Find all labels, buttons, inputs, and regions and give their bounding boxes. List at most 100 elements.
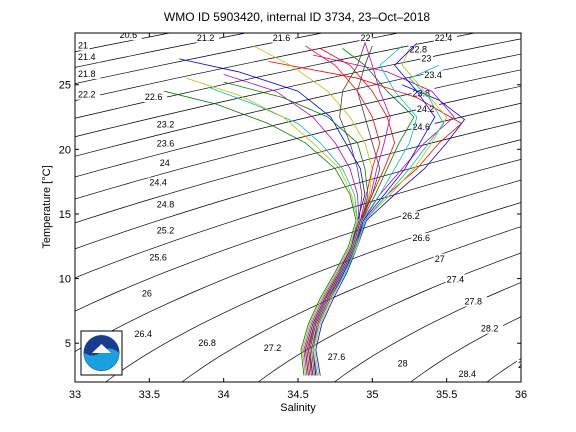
density-contour-4 bbox=[75, 33, 475, 119]
y-tick-label-4: 25 bbox=[59, 80, 71, 92]
density-contour-14 bbox=[105, 202, 521, 382]
chart-title: WMO ID 5903420, internal ID 3734, 23–Oct… bbox=[164, 10, 430, 24]
contour-label-1: 21 bbox=[78, 41, 88, 51]
contour-label-22: 25.6 bbox=[149, 252, 167, 262]
contour-label-bg-29 bbox=[262, 342, 287, 353]
contour-label-27: 26.8 bbox=[198, 338, 216, 348]
y-tick-label-0: 5 bbox=[65, 338, 71, 350]
contour-label-bg-31 bbox=[326, 352, 350, 363]
contour-label-bg-32 bbox=[463, 296, 487, 307]
contour-label-26: 26.6 bbox=[412, 233, 430, 243]
contour-label-23: 26 bbox=[142, 289, 152, 299]
contour-label-31: 27.6 bbox=[328, 352, 346, 362]
density-contour-8 bbox=[75, 85, 521, 200]
y-tick-label-2: 15 bbox=[59, 209, 71, 221]
contour-label-bg-34 bbox=[479, 323, 504, 334]
contour-label-bg-0 bbox=[118, 33, 142, 41]
contour-label-9: 22.6 bbox=[145, 92, 163, 102]
density-contour-13 bbox=[75, 179, 521, 353]
contour-label-bg-19 bbox=[411, 121, 435, 132]
contour-label-29: 27.2 bbox=[264, 343, 282, 353]
contour-label-4: 22.2 bbox=[78, 90, 96, 100]
profile-line-7 bbox=[315, 84, 466, 376]
density-contour-11 bbox=[75, 139, 521, 279]
contour-label-bg-27 bbox=[197, 337, 221, 348]
density-contour-16 bbox=[257, 252, 521, 382]
contour-label-bg-20 bbox=[155, 199, 179, 210]
contour-label-24: 26.2 bbox=[402, 211, 420, 221]
profile-line-19 bbox=[186, 77, 358, 376]
contour-label-11: 23 bbox=[421, 53, 431, 63]
contour-label-bg-1 bbox=[76, 40, 90, 51]
contour-label-3: 21.8 bbox=[78, 69, 96, 79]
profile-lines bbox=[164, 41, 466, 376]
density-contour-15 bbox=[181, 226, 521, 382]
profile-line-18 bbox=[307, 41, 391, 376]
y-tick-label-1: 10 bbox=[59, 274, 71, 286]
density-contour-10 bbox=[75, 120, 521, 250]
contour-label-2: 21.4 bbox=[78, 52, 96, 62]
contour-label-7: 22 bbox=[360, 33, 370, 43]
density-contour-12 bbox=[75, 158, 521, 312]
contour-label-bg-11 bbox=[420, 53, 433, 64]
density-contour-17 bbox=[334, 282, 521, 382]
density-contour-3 bbox=[75, 33, 399, 101]
contour-label-bg-4 bbox=[76, 89, 101, 100]
contour-label-bg-18 bbox=[148, 177, 172, 188]
y-tick-label-3: 20 bbox=[59, 144, 71, 156]
x-tick-label-3: 34.5 bbox=[287, 389, 308, 401]
contour-label-33: 28 bbox=[398, 358, 408, 368]
contour-label-bg-8 bbox=[433, 33, 457, 43]
contour-label-34: 28.2 bbox=[481, 324, 499, 334]
contour-label-bg-14 bbox=[155, 138, 179, 149]
contour-label-bg-3 bbox=[76, 68, 101, 79]
contour-label-0: 20.6 bbox=[120, 30, 138, 40]
x-tick-label-6: 36 bbox=[515, 389, 527, 401]
contour-label-bg-36 bbox=[517, 359, 521, 370]
contour-label-15: 23.8 bbox=[412, 88, 430, 98]
density-contour-9 bbox=[75, 102, 521, 224]
contour-label-bg-33 bbox=[396, 358, 410, 369]
y-axis-ticks: 5 10 15 20 25 bbox=[59, 80, 521, 350]
contour-label-bg-16 bbox=[158, 158, 172, 169]
density-contour-18 bbox=[410, 316, 521, 382]
contour-label-bg-17 bbox=[415, 103, 440, 114]
contour-label-bg-7 bbox=[359, 33, 373, 43]
x-axis-label: Salinity bbox=[280, 402, 316, 414]
contour-label-bg-12 bbox=[155, 119, 179, 130]
x-tick-label-5: 35.5 bbox=[436, 389, 457, 401]
contour-label-32: 27.8 bbox=[465, 296, 483, 306]
contour-label-20: 24.8 bbox=[157, 200, 175, 210]
contour-label-bg-26 bbox=[411, 233, 435, 244]
density-contour-6 bbox=[75, 53, 521, 157]
profile-line-12 bbox=[313, 48, 448, 376]
contour-label-8: 22.4 bbox=[435, 33, 453, 43]
contour-label-bg-6 bbox=[271, 33, 295, 43]
contour-label-bg-2 bbox=[76, 52, 101, 63]
contour-label-12: 23.2 bbox=[157, 119, 175, 129]
contour-label-10: 22.8 bbox=[410, 44, 428, 54]
contour-label-36: 28.6 bbox=[518, 360, 536, 370]
contour-label-bg-25 bbox=[133, 328, 157, 339]
x-tick-label-1: 33.5 bbox=[139, 389, 160, 401]
profile-line-13 bbox=[304, 43, 366, 376]
contour-label-6: 21.6 bbox=[273, 33, 291, 43]
y-axis-label: Temperature [°C] bbox=[41, 165, 53, 248]
contour-label-bg-22 bbox=[148, 252, 172, 263]
x-axis-ticks: 33 33.5 34 34.5 35 35.5 36 bbox=[69, 33, 527, 401]
noaa-logo bbox=[80, 330, 123, 376]
contour-label-bg-13 bbox=[423, 70, 447, 81]
contour-label-bg-24 bbox=[401, 211, 425, 222]
profile-line-9 bbox=[310, 48, 396, 376]
x-tick-label-2: 34 bbox=[218, 389, 230, 401]
contour-label-18: 24.4 bbox=[149, 178, 167, 188]
density-contour-20 bbox=[563, 33, 576, 382]
contour-label-21: 25.2 bbox=[157, 225, 175, 235]
contour-label-bg-21 bbox=[155, 225, 179, 236]
contour-label-5: 21.2 bbox=[197, 33, 215, 43]
contour-label-bg-5 bbox=[195, 33, 220, 43]
contour-label-17: 24.2 bbox=[417, 104, 435, 114]
contour-label-bg-23 bbox=[140, 288, 154, 299]
